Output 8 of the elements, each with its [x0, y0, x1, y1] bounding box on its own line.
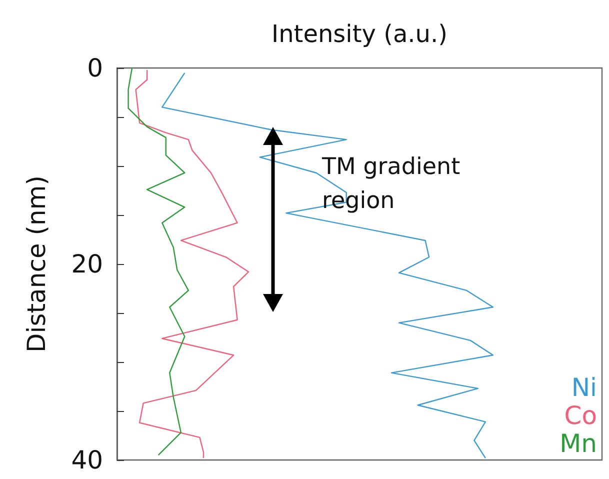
x-axis-title: Intensity (a.u.)	[272, 20, 448, 48]
y-tick-label: 40	[71, 446, 103, 474]
text: Ni	[571, 373, 597, 402]
text: Co	[564, 401, 597, 430]
y-axis-title: Distance (nm)	[22, 176, 51, 352]
text: Mn	[560, 429, 597, 458]
y-tick-label: 0	[87, 54, 103, 82]
y-tick-label: 20	[71, 250, 103, 278]
